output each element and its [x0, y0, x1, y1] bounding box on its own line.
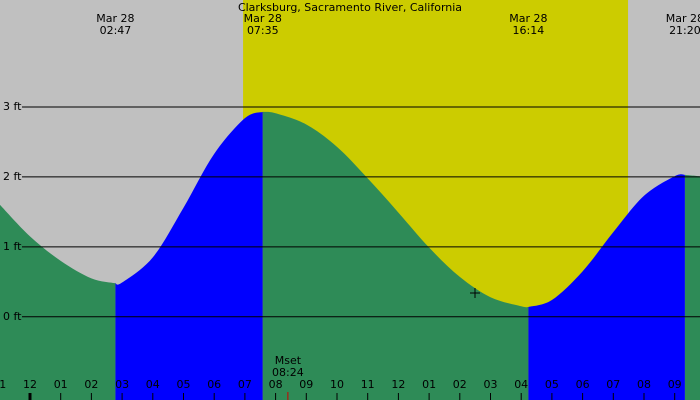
extreme-date: Mar 28 [666, 12, 700, 25]
extreme-date: Mar 28 [96, 12, 134, 25]
falling-tide [0, 204, 116, 400]
x-tick-label: 01 [422, 378, 436, 391]
chart-title: Clarksburg, Sacramento River, California [238, 1, 462, 14]
x-tick-label: 11 [0, 378, 6, 391]
extreme-time: 21:20 [669, 24, 700, 37]
x-tick-label: 04 [514, 378, 528, 391]
moonset-label: Mset [275, 354, 302, 367]
y-tick-label: 0 ft [3, 310, 22, 323]
moonset-time: 08:24 [272, 366, 304, 379]
x-tick-label: 07 [238, 378, 252, 391]
extreme-time: 02:47 [100, 24, 132, 37]
x-tick-label: 04 [146, 378, 160, 391]
falling-tide [262, 111, 529, 400]
x-tick-label: 10 [330, 378, 344, 391]
y-tick-label: 2 ft [3, 170, 22, 183]
x-tick-label: 03 [115, 378, 129, 391]
x-tick-label: 12 [23, 378, 37, 391]
x-tick-label: 01 [54, 378, 68, 391]
falling-tide [684, 174, 700, 400]
x-tick-label: 07 [606, 378, 620, 391]
extreme-time: 07:35 [247, 24, 279, 37]
x-tick-label: 05 [545, 378, 559, 391]
rising-tide [115, 111, 263, 400]
y-tick-label: 3 ft [3, 100, 22, 113]
x-tick-label: 06 [207, 378, 221, 391]
x-tick-label: 05 [176, 378, 190, 391]
x-tick-label: 09 [668, 378, 682, 391]
x-tick-label: 08 [637, 378, 651, 391]
x-tick-label: 12 [391, 378, 405, 391]
x-tick-label: 03 [484, 378, 498, 391]
x-tick-label: 11 [361, 378, 375, 391]
x-tick-label: 08 [269, 378, 283, 391]
extreme-time: 16:14 [513, 24, 545, 37]
extreme-date: Mar 28 [244, 12, 282, 25]
extreme-date: Mar 28 [509, 12, 547, 25]
x-tick-label: 06 [576, 378, 590, 391]
rising-tide [528, 174, 685, 400]
x-tick-label: 02 [453, 378, 467, 391]
x-tick-label: 02 [84, 378, 98, 391]
crosshair [470, 288, 480, 298]
x-tick-label: 09 [299, 378, 313, 391]
y-tick-label: 1 ft [3, 240, 22, 253]
